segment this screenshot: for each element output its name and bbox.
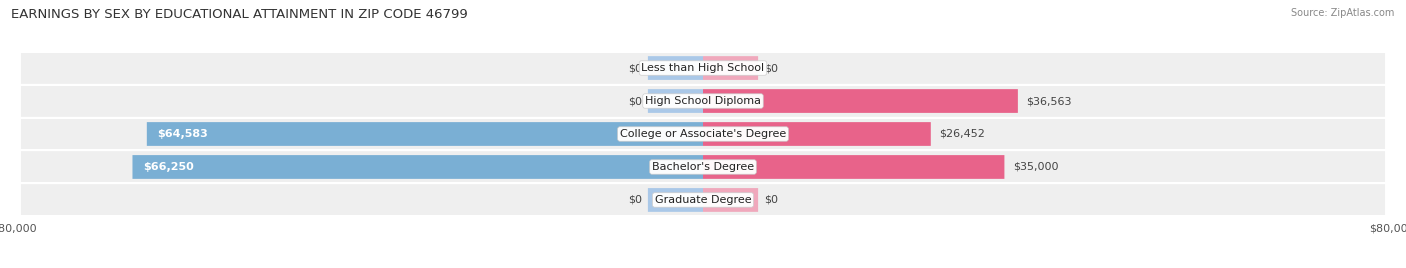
Text: EARNINGS BY SEX BY EDUCATIONAL ATTAINMENT IN ZIP CODE 46799: EARNINGS BY SEX BY EDUCATIONAL ATTAINMEN… xyxy=(11,8,468,21)
Text: Bachelor's Degree: Bachelor's Degree xyxy=(652,162,754,172)
Text: Source: ZipAtlas.com: Source: ZipAtlas.com xyxy=(1291,8,1395,18)
Text: $0: $0 xyxy=(628,63,643,73)
Text: College or Associate's Degree: College or Associate's Degree xyxy=(620,129,786,139)
FancyBboxPatch shape xyxy=(132,155,703,179)
FancyBboxPatch shape xyxy=(21,151,1385,183)
Text: $0: $0 xyxy=(763,195,778,205)
FancyBboxPatch shape xyxy=(146,122,703,146)
FancyBboxPatch shape xyxy=(21,118,1385,150)
Text: Less than High School: Less than High School xyxy=(641,63,765,73)
FancyBboxPatch shape xyxy=(703,155,1004,179)
Text: $0: $0 xyxy=(628,96,643,106)
Text: Graduate Degree: Graduate Degree xyxy=(655,195,751,205)
Text: $0: $0 xyxy=(763,63,778,73)
FancyBboxPatch shape xyxy=(648,89,703,113)
Text: $35,000: $35,000 xyxy=(1012,162,1059,172)
Text: $64,583: $64,583 xyxy=(157,129,208,139)
Text: $26,452: $26,452 xyxy=(939,129,986,139)
FancyBboxPatch shape xyxy=(21,52,1385,84)
FancyBboxPatch shape xyxy=(21,85,1385,117)
Text: $0: $0 xyxy=(628,195,643,205)
FancyBboxPatch shape xyxy=(703,188,758,212)
FancyBboxPatch shape xyxy=(703,122,931,146)
FancyBboxPatch shape xyxy=(703,56,758,80)
Text: $66,250: $66,250 xyxy=(143,162,194,172)
FancyBboxPatch shape xyxy=(703,89,1018,113)
FancyBboxPatch shape xyxy=(21,184,1385,216)
FancyBboxPatch shape xyxy=(648,56,703,80)
Text: High School Diploma: High School Diploma xyxy=(645,96,761,106)
Text: $36,563: $36,563 xyxy=(1026,96,1071,106)
FancyBboxPatch shape xyxy=(648,188,703,212)
